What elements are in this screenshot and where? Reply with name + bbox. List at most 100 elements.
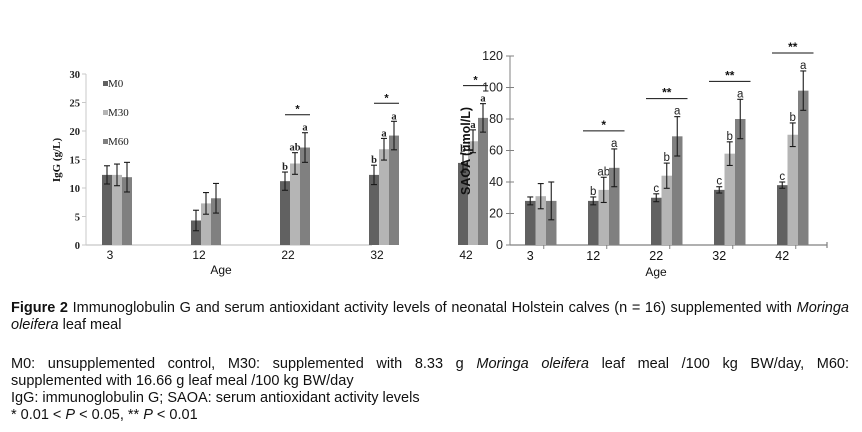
- igg-bar-m0: [369, 174, 379, 245]
- note-p-1a: * 0.01 <: [11, 407, 66, 423]
- saoa-y-tick-label: 100: [482, 81, 503, 95]
- figure-label: Figure 2: [11, 300, 68, 316]
- legend-swatch-m30: [103, 110, 108, 115]
- note-line-1a: M0: unsupplemented control, M30: supplem…: [11, 356, 477, 372]
- saoa-y-axis-label: SAOA (µmol/L): [459, 107, 473, 195]
- saoa-x-tick-label: 22: [649, 249, 663, 263]
- saoa-y-tick-label: 60: [489, 144, 503, 158]
- note-p-italic-1: P: [65, 407, 76, 423]
- saoa-y-tick-label: 20: [489, 207, 503, 221]
- saoa-bar-m0: [777, 185, 788, 245]
- saoa-x-axis-label: Age: [645, 265, 667, 279]
- saoa-bar-m60: [798, 90, 809, 246]
- caption-text-1: Immunoglobulin G and serum antioxidant a…: [68, 300, 797, 316]
- legend-label-m0: M0: [108, 78, 124, 90]
- saoa-bar-m0: [525, 200, 536, 245]
- igg-bar-m30: [290, 163, 300, 245]
- saoa-bar-m30: [787, 134, 798, 245]
- saoa-bar-m30: [724, 153, 735, 245]
- igg-group-letter: a: [391, 111, 397, 122]
- igg-bar-m60: [389, 135, 399, 245]
- igg-y-tick-label: 25: [70, 99, 81, 110]
- igg-bar-m60: [211, 198, 221, 245]
- igg-y-tick-label: 15: [70, 156, 81, 167]
- saoa-bar-m60: [735, 119, 746, 245]
- saoa-x-tick-label: 42: [775, 249, 789, 263]
- igg-legend: M0 M30 M60: [103, 78, 129, 148]
- saoa-significance-stars: *: [601, 118, 606, 132]
- saoa-group-letter: b: [790, 112, 796, 124]
- saoa-group-letter: ab: [597, 166, 610, 178]
- igg-x-tick-label: 42: [459, 248, 473, 262]
- saoa-significance-stars: **: [725, 68, 735, 82]
- igg-bar-m0: [280, 181, 290, 245]
- igg-bar-m30: [379, 149, 389, 245]
- saoa-group-letter: c: [653, 183, 659, 195]
- igg-group-letter: b: [460, 144, 466, 155]
- saoa-group-letter: b: [664, 152, 670, 164]
- saoa-y-tick-label: 40: [489, 175, 503, 189]
- legend-label-m30: M30: [108, 107, 129, 119]
- igg-group-letter: ab: [289, 143, 300, 154]
- note-species: Moringa oleifera: [476, 356, 589, 372]
- note-line-1b: leaf meal /100 kg BW/day, M60:: [588, 356, 849, 372]
- saoa-significance-stars: **: [662, 86, 672, 100]
- igg-group-letter: b: [282, 162, 288, 173]
- note-p-italic-2: P: [143, 407, 153, 423]
- igg-bar-m30: [468, 141, 478, 245]
- igg-group-letter: a: [470, 120, 476, 131]
- igg-x-tick-label: 32: [370, 248, 384, 262]
- igg-bar-m30: [112, 174, 122, 245]
- igg-y-tick-label: 0: [75, 241, 80, 252]
- saoa-bar-m60: [609, 167, 620, 245]
- figure-notes: M0: unsupplemented control, M30: supplem…: [11, 356, 849, 424]
- saoa-group-letter: a: [800, 60, 807, 72]
- igg-significance-stars: *: [295, 104, 300, 116]
- saoa-group-letter: c: [716, 176, 722, 188]
- igg-group-letter: a: [480, 94, 486, 105]
- saoa-bar-m60: [546, 200, 557, 245]
- saoa-bar-m0: [588, 200, 599, 245]
- igg-bar-m60: [300, 147, 310, 245]
- igg-group-letter: a: [302, 123, 308, 134]
- saoa-group-letter: a: [674, 106, 681, 118]
- igg-bar-m0: [458, 162, 468, 245]
- saoa-bar-m60: [672, 136, 683, 245]
- saoa-group-letter: b: [590, 186, 596, 198]
- saoa-bar-m30: [598, 189, 609, 245]
- saoa-bar-m30: [661, 175, 672, 245]
- note-p-1c: < 0.01: [152, 407, 198, 423]
- igg-chart: IgG (g/L) Age M0 M30 M60 0 5 10 15 20 25 30 3 12 22…: [51, 70, 488, 277]
- saoa-group-letter: a: [611, 138, 618, 150]
- saoa-y-tick-label: 80: [489, 112, 503, 126]
- caption-text-2: leaf meal: [58, 317, 122, 333]
- saoa-x-tick-label: 32: [712, 249, 726, 263]
- igg-significance-stars: *: [473, 75, 478, 87]
- saoa-bar-m0: [651, 197, 662, 245]
- igg-group-letter: a: [381, 128, 387, 139]
- legend-label-m60: M60: [108, 136, 129, 148]
- legend-swatch-m0: [103, 81, 108, 86]
- caption-species: Moringa oleifera: [11, 300, 849, 333]
- saoa-group-letter: c: [779, 171, 785, 183]
- igg-y-axis-label: IgG (g/L): [51, 138, 63, 183]
- saoa-bar-m30: [535, 196, 546, 245]
- saoa-x-tick-label: 12: [586, 249, 600, 263]
- igg-x-axis-label: Age: [210, 263, 232, 277]
- igg-x-tick-label: 3: [107, 248, 114, 262]
- note-line-3: IgG: immunoglobulin G; SAOA: serum antio…: [11, 390, 420, 406]
- note-line-2: supplemented with 16.66 g leaf meal /100…: [11, 373, 354, 389]
- saoa-y-tick-label: 0: [496, 238, 503, 252]
- igg-y-tick-label: 30: [70, 70, 81, 81]
- note-line-1: M0: unsupplemented control, M30: supplem…: [11, 356, 849, 373]
- saoa-group-letter: a: [737, 88, 744, 100]
- igg-y-tick-label: 5: [75, 213, 80, 224]
- igg-x-tick-label: 12: [192, 248, 206, 262]
- legend-swatch-m60: [103, 139, 108, 144]
- note-line-4: * 0.01 < P < 0.05, ** P < 0.01: [11, 407, 849, 424]
- saoa-bar-m0: [714, 189, 725, 245]
- igg-bar-m60: [122, 177, 132, 245]
- saoa-significance-stars: **: [788, 40, 798, 54]
